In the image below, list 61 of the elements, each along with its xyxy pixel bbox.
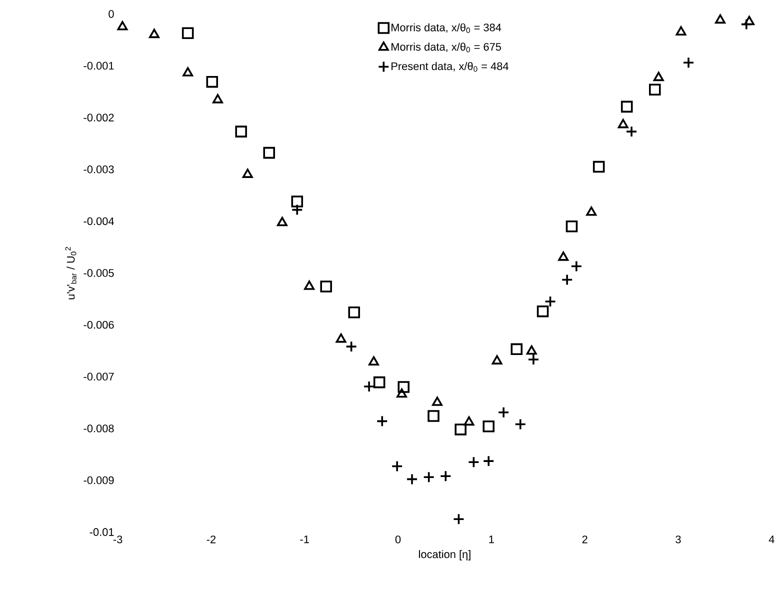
- x-tick-label: -2: [206, 536, 216, 544]
- y-tick-label: -0.009: [84, 476, 114, 484]
- point: [182, 27, 194, 40]
- x-tick-label: 2: [582, 536, 588, 544]
- x-axis-title: location [η]: [419, 550, 470, 560]
- point: [373, 376, 386, 388]
- x-tick-label: -3: [113, 536, 122, 544]
- point: [464, 416, 474, 426]
- point: [715, 14, 726, 24]
- point: [336, 333, 346, 343]
- x-tick-label: 1: [489, 536, 494, 544]
- point: [432, 396, 442, 406]
- point: [212, 94, 223, 104]
- point: [618, 118, 628, 128]
- legend-label: Morris data, x/θ$_{0}$ = 675: [392, 42, 501, 52]
- point: [428, 410, 440, 422]
- point: [648, 84, 661, 96]
- x-tick-label: 4: [768, 536, 774, 544]
- point: [348, 306, 360, 318]
- point: [396, 388, 407, 398]
- point: [182, 67, 194, 76]
- point: [304, 280, 315, 290]
- y-tick-label: -0.008: [84, 424, 114, 432]
- point: [320, 280, 332, 292]
- point: [235, 126, 247, 138]
- y-tick-label: -0.01: [90, 528, 114, 536]
- point: [558, 252, 569, 261]
- x-tick-label: -1: [300, 536, 309, 544]
- point: [592, 160, 605, 173]
- point: [117, 21, 128, 30]
- point: [653, 72, 664, 82]
- point: [744, 16, 754, 26]
- x-tick-label: 3: [676, 536, 681, 544]
- point: [368, 356, 379, 366]
- point: [206, 76, 218, 88]
- point: [566, 220, 578, 232]
- point: [526, 345, 537, 355]
- y-tick-label: -0.003: [84, 166, 114, 174]
- point: [536, 305, 549, 318]
- legend-label: Present data, x/θ$_{0}$ = 484: [392, 62, 508, 72]
- point: [492, 355, 502, 365]
- point: [398, 381, 410, 393]
- point: [149, 28, 160, 38]
- y-tick-label: -0.002: [84, 114, 114, 122]
- point: [676, 26, 686, 36]
- point: [263, 146, 276, 159]
- y-tick-label: -0.005: [84, 269, 114, 277]
- y-tick-label: -0.004: [84, 217, 114, 226]
- point: [586, 206, 597, 216]
- point: [482, 420, 495, 432]
- y-tick-label: -0.007: [84, 372, 114, 381]
- point: [242, 168, 253, 178]
- point: [276, 216, 288, 226]
- y-tick-label: 0: [108, 10, 114, 18]
- x-tick-label: 0: [395, 536, 401, 544]
- point: [510, 343, 523, 356]
- point: [454, 424, 466, 436]
- legend-label: Morris data, x/θ$_{0}$ = 384: [392, 23, 502, 33]
- y-tick-label: -0.006: [84, 320, 114, 329]
- point: [620, 100, 633, 113]
- y-tick-label: -0.001: [84, 62, 114, 70]
